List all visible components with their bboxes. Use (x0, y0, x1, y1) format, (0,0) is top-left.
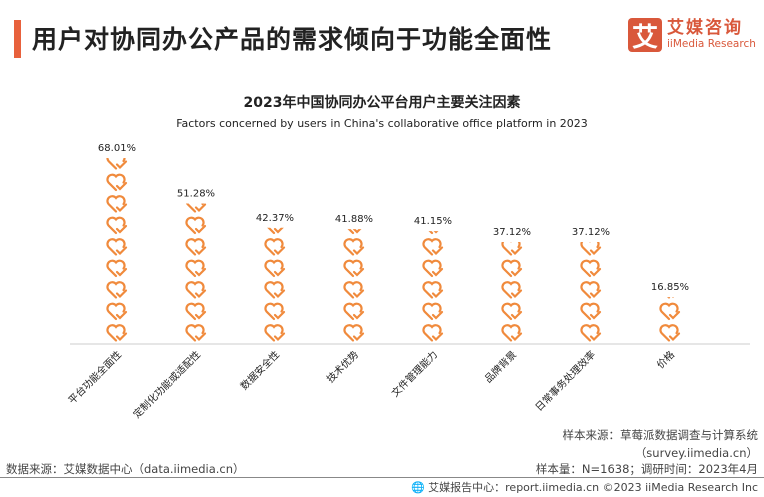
copyright: 🌐 艾媒报告中心：report.iimedia.cn ©2023 iiMedia… (411, 481, 758, 495)
bar-3 (343, 229, 365, 342)
heart-check-icon (106, 324, 128, 342)
data-label: 68.01% (98, 143, 136, 154)
x-tick-label: 价格 (654, 348, 677, 371)
x-tick-label: 文件管理能力 (389, 348, 441, 400)
heart-check-icon (106, 302, 128, 321)
page-title: 用户对协同办公产品的需求倾向于功能全面性 (32, 25, 553, 54)
title-accent-bar (14, 20, 21, 58)
pictogram-bar-chart: 68.01% 平台功能全面性 51.28% 定制化功能或适配性 42.37% 数据安全性 4… (65, 143, 750, 421)
heart-check-icon (343, 302, 365, 321)
chart-title: 2023年中国协同办公平台用户主要关注因素 (243, 95, 521, 111)
heart-check-icon (264, 259, 286, 278)
heart-check-icon (422, 238, 444, 256)
heart-check-icon (185, 238, 207, 256)
sample-url: （survey.iimedia.cn） (634, 446, 758, 460)
heart-check-icon (343, 259, 365, 278)
x-tick-label: 技术优势 (324, 348, 361, 385)
logo-cn: 艾媒咨询 (667, 18, 743, 38)
bar-6 (580, 242, 602, 342)
logo-en: iiMedia Research (667, 38, 756, 50)
heart-check-icon (580, 324, 602, 342)
globe-icon: 🌐 (410, 481, 425, 494)
heart-check-icon (659, 302, 681, 321)
heart-check-icon (106, 238, 128, 256)
heart-check-icon (106, 195, 128, 213)
sample-size: 样本量：N=1638；调研时间：2023年4月 (535, 462, 758, 476)
data-label: 51.28% (177, 189, 215, 200)
x-tick-label: 日常事务处理效率 (532, 348, 598, 414)
x-tick-label: 平台功能全面性 (65, 348, 124, 407)
logo-mark: 艾 (628, 18, 662, 53)
heart-check-icon (343, 238, 365, 256)
heart-check-icon (422, 259, 444, 278)
heart-check-icon (580, 302, 602, 321)
data-label: 42.37% (256, 213, 294, 224)
bar-5 (501, 242, 523, 342)
heart-check-icon (501, 259, 523, 278)
bar-2 (264, 227, 286, 342)
copyright-text: 艾媒报告中心：report.iimedia.cn ©2023 iiMedia R… (428, 481, 758, 494)
x-tick-label: 品牌背景 (482, 348, 519, 385)
heart-check-icon (185, 281, 207, 299)
sample-source: 样本来源：草莓派数据调查与计算系统 (562, 428, 759, 442)
data-label: 37.12% (493, 227, 531, 238)
heart-check-icon (106, 216, 128, 235)
heart-check-icon (659, 324, 681, 342)
heart-check-icon (106, 259, 128, 278)
heart-check-icon (264, 281, 286, 299)
data-label: 37.12% (572, 227, 610, 238)
chart-subtitle: Factors concerned by users in China's co… (176, 117, 588, 130)
heart-check-icon (343, 324, 365, 342)
bar-1 (185, 203, 207, 342)
data-label: 16.85% (651, 282, 689, 293)
data-label: 41.88% (335, 214, 373, 225)
heart-check-icon (501, 281, 523, 299)
heart-check-icon (264, 324, 286, 342)
x-tick-label: 定制化功能或适配性 (130, 348, 203, 421)
heart-check-icon (580, 242, 602, 256)
heart-check-icon (264, 238, 286, 256)
heart-check-icon (343, 281, 365, 299)
bar-0 (106, 158, 128, 342)
heart-check-icon (185, 216, 207, 235)
heart-check-icon (422, 324, 444, 342)
heart-check-icon (106, 281, 128, 299)
heart-check-icon (501, 324, 523, 342)
heart-check-icon (185, 302, 207, 321)
heart-check-icon (501, 242, 523, 256)
logo: 艾 艾媒咨询 iiMedia Research (628, 18, 756, 53)
heart-check-icon (185, 324, 207, 342)
heart-check-icon (185, 259, 207, 278)
x-tick-label: 数据安全性 (238, 348, 283, 393)
heart-check-icon (501, 302, 523, 321)
bar-4 (422, 231, 444, 342)
footer-divider (0, 477, 764, 478)
heart-check-icon (580, 281, 602, 299)
data-label: 41.15% (414, 216, 452, 227)
heart-check-icon (422, 281, 444, 299)
heart-check-icon (422, 302, 444, 321)
heart-check-icon (106, 158, 128, 170)
heart-check-icon (580, 259, 602, 278)
data-source: 数据来源：艾媒数据中心（data.iimedia.cn） (6, 462, 245, 476)
heart-check-icon (106, 173, 128, 192)
heart-check-icon (264, 302, 286, 321)
